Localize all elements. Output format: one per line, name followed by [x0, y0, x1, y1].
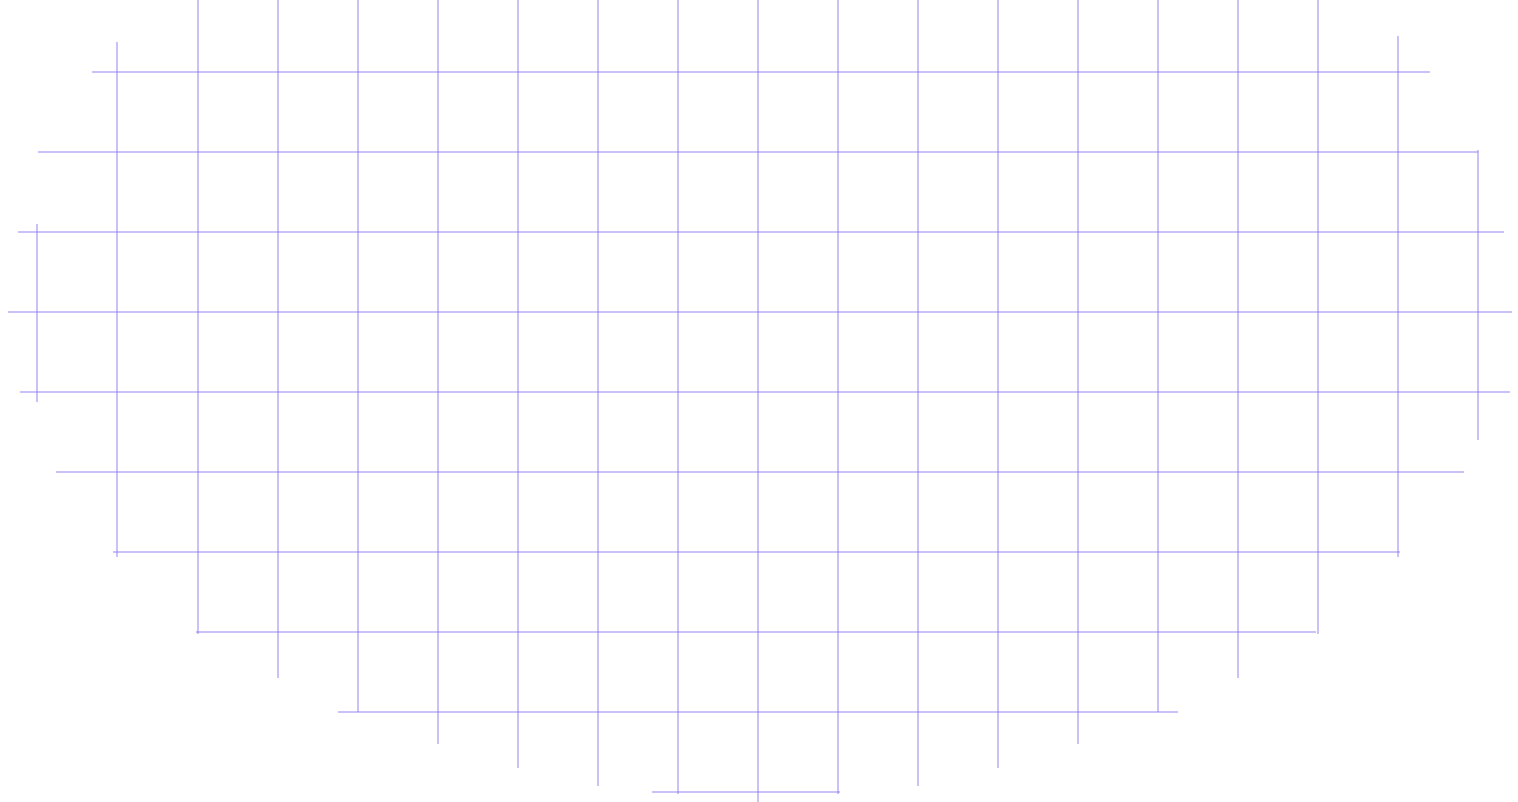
horizontal-line-group	[8, 71, 1512, 793]
vertical-line-group	[36, 0, 1479, 802]
